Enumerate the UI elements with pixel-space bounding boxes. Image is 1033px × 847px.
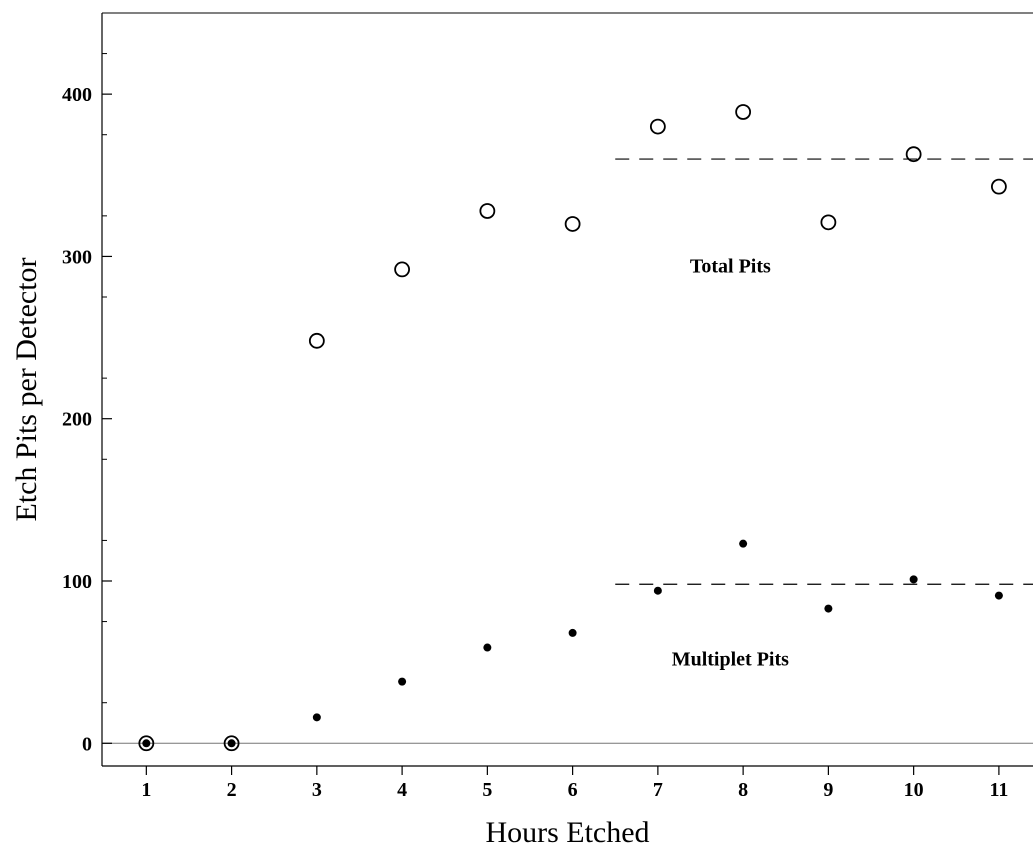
- x-tick-label: 8: [738, 779, 748, 801]
- x-tick-label: 1: [141, 779, 151, 801]
- filled-dot-point: [739, 539, 748, 548]
- y-tick-label: 400: [62, 84, 92, 106]
- y-tick-label: 0: [82, 733, 92, 755]
- y-axis-ticks: 0 100 200 300 400: [62, 53, 112, 755]
- annotations: Total Pits Multiplet Pits: [672, 256, 789, 671]
- open-circle-point: [735, 104, 752, 120]
- filled-dot-point: [568, 628, 577, 637]
- annotation-label: Total Pits: [690, 256, 771, 278]
- filled-dot-point: [312, 713, 321, 722]
- x-tick-label: 9: [823, 779, 833, 801]
- y-tick-label: 100: [62, 571, 92, 593]
- plot-frame: [101, 12, 1033, 767]
- open-circle-point: [649, 118, 666, 135]
- x-tick-label: 2: [227, 779, 237, 801]
- filled-dot-point: [653, 586, 662, 595]
- filled-dot-point: [227, 739, 236, 748]
- filled-dot-point: [142, 739, 151, 748]
- filled-dot-point: [398, 677, 407, 686]
- y-tick-label: 300: [62, 246, 92, 268]
- x-tick-label: 5: [482, 779, 492, 801]
- open-circle-point: [820, 214, 837, 231]
- filled-dot-point: [824, 604, 833, 613]
- reference-lines: [102, 158, 1033, 744]
- open-circle-point: [223, 735, 240, 752]
- filled-dot-point: [994, 591, 1003, 600]
- x-tick-label: 10: [904, 779, 924, 801]
- x-tick-label: 3: [312, 779, 322, 801]
- y-tick-label: 200: [62, 409, 92, 431]
- open-circle-point: [479, 203, 496, 219]
- x-axis-ticks: 1 2 3 4 5 6 7 8 9 10 11: [141, 766, 1008, 801]
- x-tick-label: 11: [989, 779, 1008, 801]
- open-circle-point: [990, 178, 1007, 195]
- annotation-label: Multiplet Pits: [672, 648, 789, 670]
- open-circle-point: [138, 735, 155, 752]
- x-axis-label: Hours Etched: [485, 816, 649, 847]
- open-circle-point: [308, 332, 325, 349]
- filled-dot-point: [483, 643, 492, 652]
- y-axis-label: Etch Pits per Detector: [10, 257, 43, 521]
- filled-dot-point: [909, 575, 918, 584]
- data-points: [138, 104, 1007, 752]
- open-circle-point: [905, 146, 922, 163]
- x-tick-label: 7: [653, 779, 663, 801]
- x-tick-label: 6: [568, 779, 578, 801]
- x-tick-label: 4: [397, 779, 407, 801]
- open-circle-point: [564, 216, 581, 232]
- open-circle-point: [394, 261, 411, 278]
